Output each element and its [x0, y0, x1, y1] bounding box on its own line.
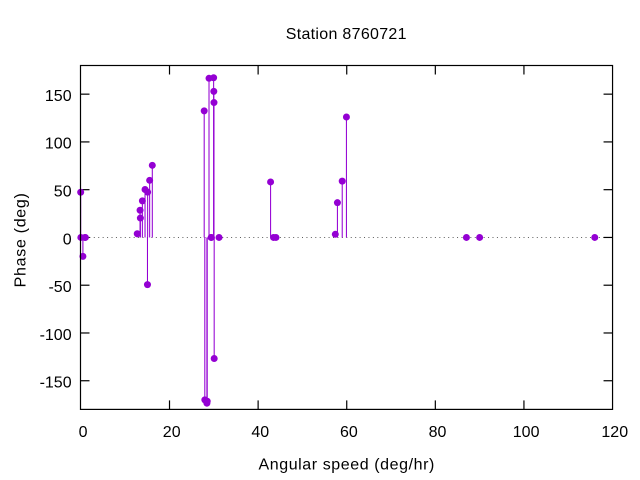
svg-text:100: 100	[513, 424, 540, 441]
svg-text:Station 8760721: Station 8760721	[286, 26, 407, 43]
svg-text:100: 100	[45, 136, 72, 153]
svg-text:50: 50	[54, 183, 72, 200]
svg-text:-50: -50	[48, 279, 71, 296]
svg-text:Angular speed (deg/hr): Angular speed (deg/hr)	[258, 456, 434, 473]
svg-text:0: 0	[79, 424, 88, 441]
svg-text:80: 80	[429, 424, 447, 441]
svg-text:40: 40	[251, 424, 269, 441]
svg-text:20: 20	[163, 424, 181, 441]
svg-text:-100: -100	[40, 327, 72, 344]
svg-text:Phase (deg): Phase (deg)	[13, 192, 30, 287]
svg-text:0: 0	[63, 231, 72, 248]
svg-text:150: 150	[45, 88, 72, 105]
svg-text:60: 60	[340, 424, 358, 441]
svg-text:120: 120	[601, 424, 628, 441]
svg-text:-150: -150	[40, 375, 72, 392]
